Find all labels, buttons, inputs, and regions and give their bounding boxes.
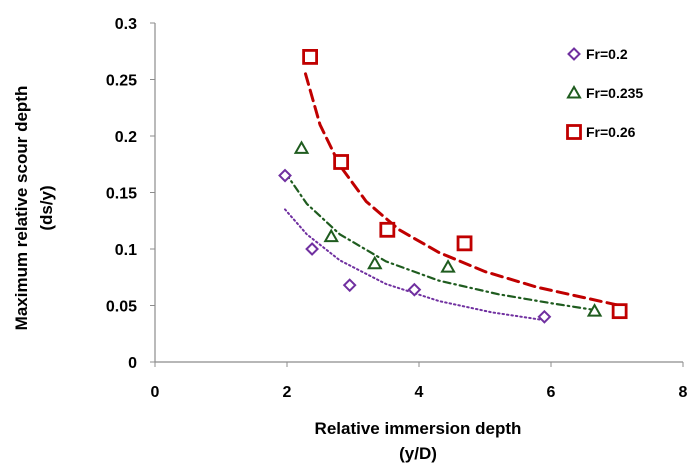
x-tick-label: 4 (415, 384, 424, 401)
x-axis-title-line2: (y/D) (399, 444, 437, 463)
data-point-triangle (293, 140, 310, 154)
data-point-square (611, 303, 628, 320)
legend-marker-square (566, 124, 582, 140)
x-tick-label: 0 (151, 384, 160, 401)
x-axis-title-line1: Relative immersion depth (315, 419, 522, 438)
legend-label: Fr=0.26 (586, 124, 636, 140)
axis-titles: Relative immersion depth (y/D) Maximum r… (12, 86, 521, 463)
y-tick-label: 0.1 (115, 242, 137, 259)
y-tick-label: 0.05 (106, 299, 137, 316)
legend-label: Fr=0.2 (586, 46, 628, 62)
data-point-square (302, 49, 319, 65)
data-point-triangle (323, 228, 339, 243)
trendline-square (304, 72, 622, 307)
data-point-square (333, 154, 350, 170)
legend-marker-diamond (567, 47, 581, 61)
y-tick-label: 0.25 (106, 73, 137, 90)
legend-label: Fr=0.235 (586, 85, 643, 101)
axes (150, 22, 684, 367)
data-point-diamond (305, 242, 319, 256)
data-point-square (456, 235, 473, 252)
legend-marker-triangle (566, 84, 582, 99)
x-tick-label: 6 (547, 384, 556, 401)
data-point-diamond (342, 278, 357, 293)
x-tick-label: 2 (283, 384, 292, 401)
y-tick-label: 0.2 (115, 129, 137, 146)
data-point-diamond (278, 168, 292, 183)
y-tick-label: 0 (128, 355, 137, 372)
trendline-diamond (284, 208, 546, 322)
data-points (278, 49, 628, 324)
trendline-triangle (283, 171, 596, 312)
data-point-square (379, 221, 396, 238)
data-point-diamond (537, 309, 552, 324)
legend: Fr=0.2 Fr=0.235 Fr=0.26 (566, 46, 643, 140)
data-point-triangle (367, 255, 383, 270)
data-point-triangle (586, 303, 603, 317)
y-axis-title-line2: (ds/y) (37, 185, 56, 230)
data-point-diamond (407, 282, 422, 297)
x-tick-label: 8 (679, 384, 688, 401)
tick-labels: 0 0.05 0.1 0.15 0.2 0.25 0.3 0 2 4 6 8 (106, 16, 688, 401)
trendlines (283, 72, 622, 322)
y-tick-label: 0.3 (115, 16, 137, 33)
y-tick-label: 0.15 (106, 186, 137, 203)
y-axis-title-line1: Maximum relative scour depth (12, 86, 31, 331)
data-point-triangle (440, 259, 456, 273)
